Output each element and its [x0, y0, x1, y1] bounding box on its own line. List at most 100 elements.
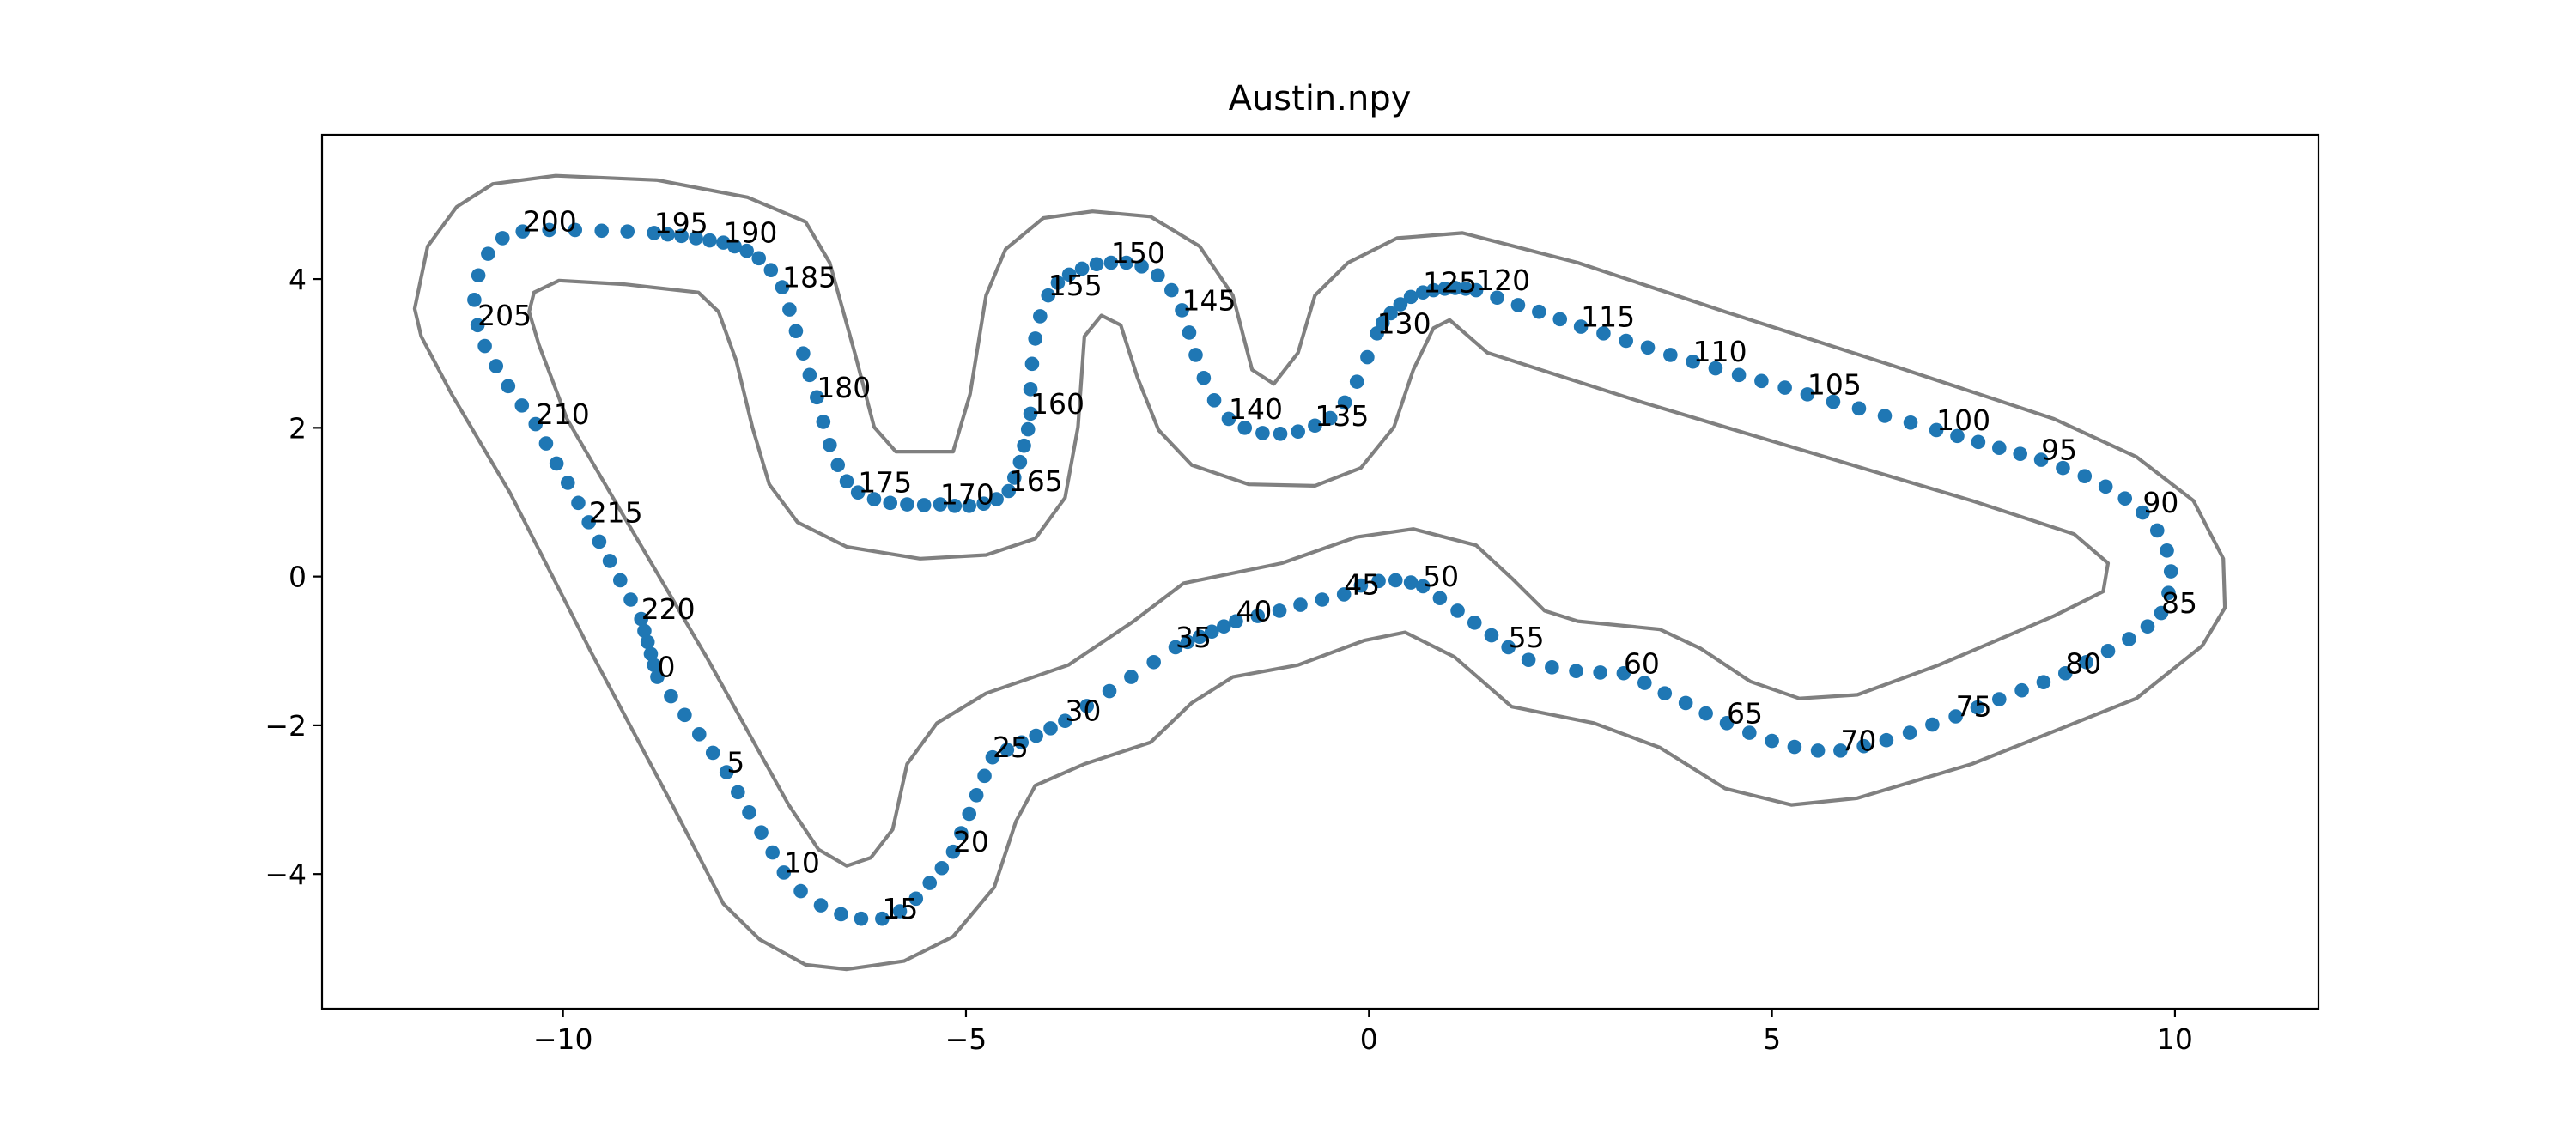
waypoint-label: 40	[1236, 595, 1272, 628]
waypoint	[716, 235, 731, 250]
waypoint	[542, 222, 556, 238]
waypoint	[1437, 282, 1452, 296]
waypoint	[1370, 326, 1384, 341]
waypoint	[1217, 619, 1231, 634]
waypoint	[2077, 469, 2093, 483]
waypoint	[1146, 654, 1161, 670]
waypoint	[1415, 285, 1431, 300]
waypoint	[883, 495, 898, 511]
waypoint	[945, 844, 961, 859]
track-border	[527, 278, 2111, 868]
waypoint	[1050, 276, 1066, 290]
waypoint	[515, 224, 531, 239]
waypoint-label: 90	[2142, 486, 2178, 519]
waypoint	[850, 485, 866, 500]
y-tick-label: −4	[264, 858, 307, 891]
waypoint	[594, 223, 610, 239]
waypoint	[470, 318, 485, 333]
waypoint	[581, 515, 596, 530]
waypoint	[954, 826, 969, 840]
waypoint	[620, 224, 635, 239]
waypoint	[2161, 585, 2176, 600]
waypoint-label: 25	[993, 731, 1029, 764]
waypoint	[1686, 354, 1700, 369]
waypoint	[976, 496, 991, 512]
waypoint	[1012, 454, 1028, 470]
waypoint-label: 115	[1581, 300, 1635, 334]
waypoint	[1291, 424, 1305, 439]
waypoint	[1856, 738, 1871, 754]
waypoint	[1337, 395, 1352, 410]
waypoint	[816, 415, 831, 429]
waypoint	[2014, 682, 2029, 698]
waypoint-label: 210	[536, 397, 590, 431]
waypoint-label: 170	[940, 478, 994, 512]
waypoint	[643, 646, 659, 662]
waypoint	[1089, 257, 1104, 272]
waypoint	[612, 573, 628, 588]
waypoint	[1058, 713, 1072, 729]
waypoint	[1375, 315, 1390, 330]
waypoint-label: 155	[1048, 269, 1103, 302]
waypoint-label: 65	[1727, 696, 1763, 730]
x-tick-label: 5	[1763, 1022, 1781, 1056]
waypoint	[1079, 699, 1095, 713]
waypoint	[571, 495, 586, 511]
x-tick-label: −5	[945, 1022, 987, 1056]
waypoint-label: 100	[1936, 403, 1990, 437]
waypoint-label: 80	[2065, 646, 2101, 680]
waypoint	[1124, 670, 1139, 684]
waypoint-label: 0	[657, 651, 675, 684]
waypoint	[775, 280, 790, 294]
waypoint	[1308, 418, 1322, 434]
waypoint	[962, 499, 977, 513]
waypoint	[1458, 282, 1473, 296]
waypoint	[2154, 605, 2169, 621]
waypoint	[875, 911, 890, 926]
waypoint	[1383, 306, 1398, 321]
waypoint	[2140, 619, 2155, 634]
waypoint	[702, 233, 717, 248]
waypoint	[1272, 603, 1287, 618]
waypoint	[776, 865, 792, 880]
waypoint	[1929, 422, 1944, 438]
waypoint	[1043, 721, 1058, 736]
waypoint	[1192, 629, 1207, 645]
waypoint	[1777, 380, 1792, 395]
waypoint	[1134, 259, 1149, 274]
waypoint	[830, 458, 846, 472]
waypoint	[977, 768, 992, 784]
waypoint	[1698, 706, 1713, 721]
waypoint	[1180, 634, 1195, 650]
waypoint	[962, 806, 977, 822]
waypoint	[689, 231, 703, 246]
waypoint	[1948, 709, 1963, 724]
waypoint	[1033, 309, 1048, 324]
waypoint	[823, 437, 837, 452]
waypoint	[2100, 643, 2116, 658]
waypoint	[813, 898, 829, 913]
waypoint	[1640, 340, 1656, 355]
waypoint	[2079, 654, 2093, 670]
waypoint	[560, 476, 575, 490]
waypoint	[660, 227, 675, 242]
waypoint	[1596, 326, 1611, 341]
waypoint	[1742, 725, 1757, 740]
waypoint	[751, 251, 767, 266]
waypoint	[1024, 356, 1040, 372]
waypoint	[1255, 426, 1270, 440]
waypoint	[1616, 665, 1631, 681]
waypoint	[900, 497, 914, 512]
waypoint	[999, 743, 1015, 757]
waypoint	[1353, 578, 1369, 593]
waypoint-label: 220	[641, 592, 696, 626]
waypoint	[1903, 415, 1918, 430]
waypoint	[1029, 728, 1043, 743]
waypoint	[1552, 312, 1568, 327]
waypoint-label: 45	[1344, 567, 1380, 601]
waypoint	[1001, 483, 1017, 499]
waypoint	[1237, 421, 1253, 435]
waypoint	[1467, 616, 1482, 630]
waypoint	[1754, 373, 1769, 389]
